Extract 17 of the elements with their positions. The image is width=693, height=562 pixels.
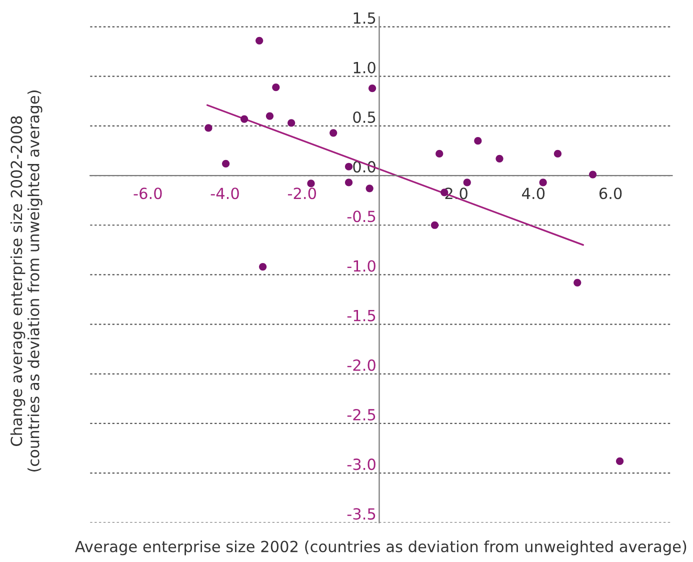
y-tick-label: -1.5 [347, 310, 376, 322]
x-axis-title: Average enterprise size 2002 (countries as deviation from unweighted average) [74, 540, 686, 556]
x-tick-label: 6.0 [599, 188, 622, 200]
x-tick-label: -4.0 [210, 188, 239, 200]
y-tick-label: -3.0 [347, 458, 376, 470]
y-tick-label: -2.0 [347, 359, 376, 371]
x-tick-label: -6.0 [134, 188, 162, 200]
y-tick-label: 1.0 [354, 62, 376, 74]
x-tick-label: 4.0 [522, 188, 545, 200]
x-tick-label: -2.0 [288, 188, 316, 200]
y-tick-label: -0.5 [347, 210, 376, 222]
y-axis-title: Change average enterprise size 2002-2008 (countries as deviation from unweighted average) [10, 90, 42, 472]
y-tick-label: -2.5 [347, 408, 376, 421]
y-tick-label: -1.0 [347, 260, 376, 272]
y-tick-label: 1.5 [354, 12, 376, 24]
y-tick-label: 0.5 [353, 111, 376, 123]
y-tick-label: -3.5 [347, 508, 376, 520]
